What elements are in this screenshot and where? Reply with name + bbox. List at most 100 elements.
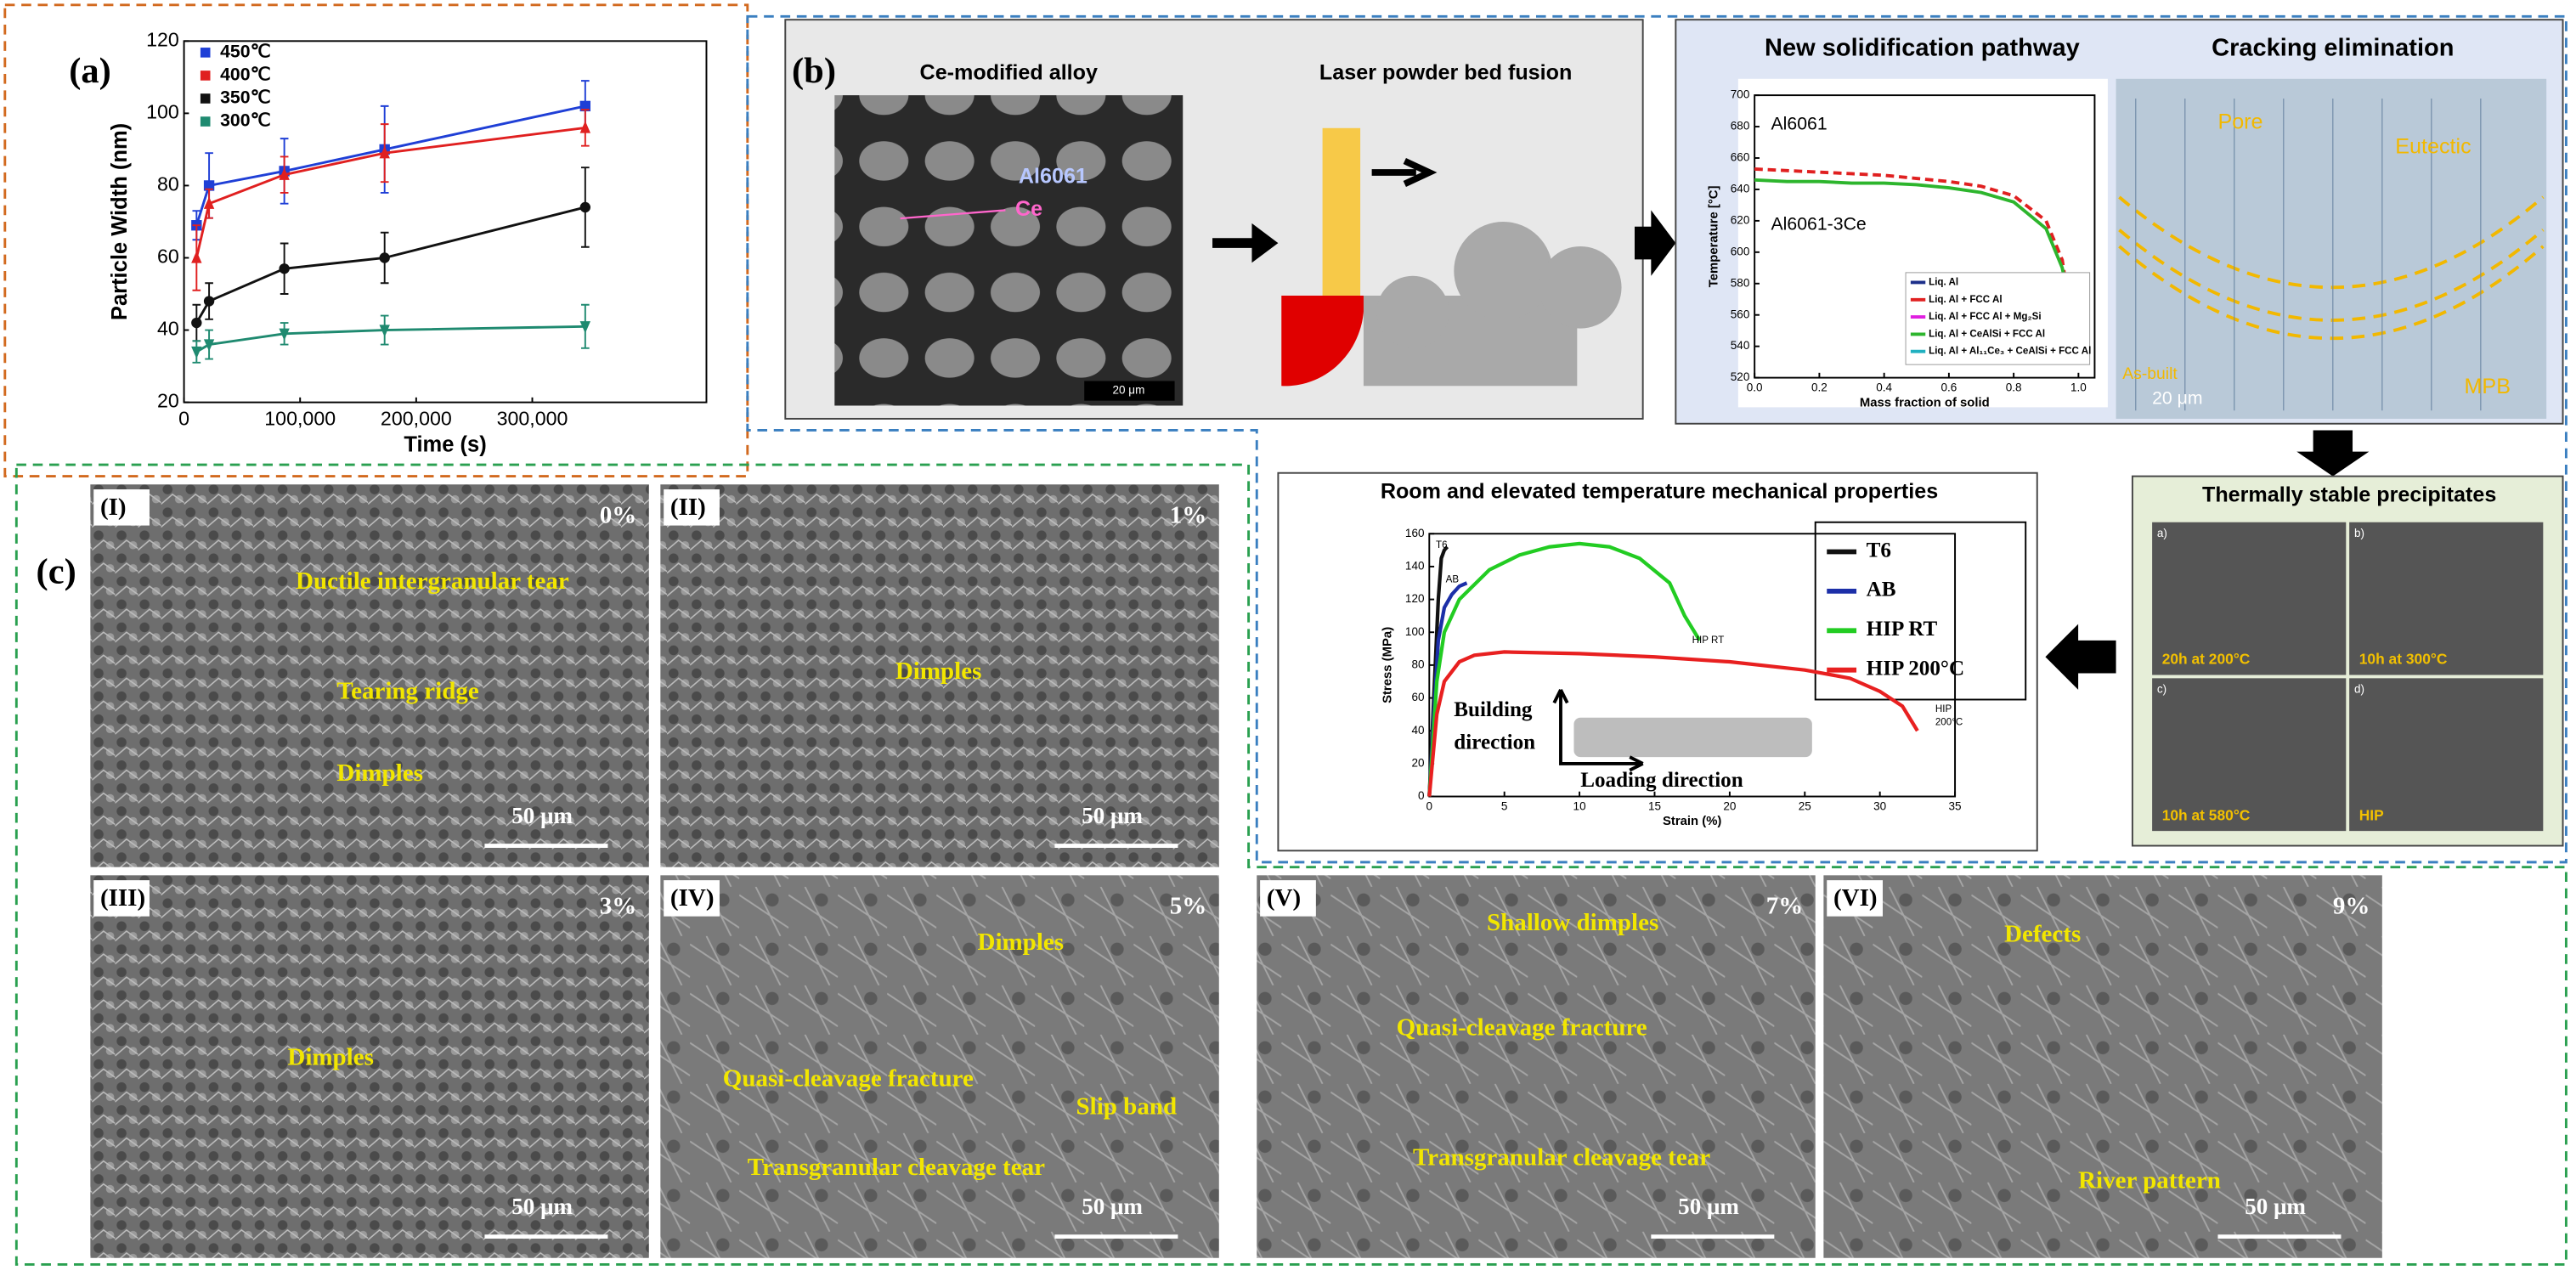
x-tick-label: 15 [1648,799,1661,812]
marker [191,251,202,263]
legend-label: Liq. Al + Al₁₁Ce₃ + CeAlSi + FCC Al [1929,346,2091,357]
legend-label: Liq. Al + FCC Al [1929,294,2002,305]
y-tick-label: 600 [1731,245,1750,257]
scale-bar-label: 50 μm [511,803,573,828]
series-line [1754,167,2074,324]
legend-label: 450℃ [220,41,270,61]
y-tick-label: 60 [157,246,179,268]
image-tag: b) [2354,527,2364,539]
micrograph [834,95,1183,406]
x-tick-label: 5 [1501,799,1508,812]
legend-box [1905,272,2091,365]
image-id: (V) [1267,884,1301,912]
scale-bar: 20 μm [2152,387,2203,408]
label: Pore [2217,110,2262,134]
panel-label: (c) [37,551,76,591]
y-tick-label: 40 [1411,724,1424,737]
scale-bar-label: 50 μm [2245,1194,2306,1219]
annotation: Dimples [287,1043,374,1070]
plot-frame [183,40,708,404]
legend-marker [200,71,211,81]
scale-bar-label: 50 μm [1082,1194,1143,1219]
annotation: Quasi-cleavage fracture [1397,1014,1647,1042]
y-tick-label: 640 [1731,183,1750,195]
x-tick-label: 0.0 [1747,381,1763,393]
series-line [1754,178,2074,316]
micrograph [2349,678,2544,832]
panel-label: (a) [69,51,111,91]
arrow [1635,210,1676,276]
x-tick-label: 0 [1426,799,1433,812]
marker [203,196,215,209]
micrograph [2152,522,2347,675]
x-axis-label: Strain (%) [1663,815,1721,828]
laser [1322,127,1361,296]
strain-label: 9% [2333,893,2370,920]
y-tick-label: 580 [1731,276,1750,289]
label: MPB [2465,375,2511,398]
arrow [1212,223,1279,263]
panel-frame [3,3,749,478]
y-tick-label: 0 [1418,789,1425,802]
marker [203,180,215,191]
x-tick-label: 10 [1573,799,1586,812]
y-tick-label: 100 [1405,625,1425,638]
y-tick-label: 520 [1731,370,1750,383]
annotation: Slip band [1076,1093,1178,1120]
y-tick-label: 120 [1405,592,1425,605]
label: Al6061 [1019,164,1087,188]
legend-marker [200,93,211,104]
legend-marker [200,116,211,127]
strain-label: 3% [600,893,637,920]
x-tick-label: 200,000 [381,408,452,430]
micrograph [1257,875,1816,1258]
image-caption: 10h at 580°C [2162,806,2251,823]
y-tick-label: 40 [157,318,179,340]
image-id: (VI) [1833,884,1878,912]
annotation: Al6061 [1771,114,1827,134]
x-tick-label: 1.0 [2070,381,2087,393]
y-tick-label: 160 [1405,527,1425,539]
label: As-built [2122,365,2178,383]
legend-label: Liq. Al [1929,277,1958,288]
annotation: River pattern [2078,1166,2221,1194]
marker [279,167,290,180]
image-id: (I) [100,494,127,521]
y-tick-label: 140 [1405,559,1425,572]
strain-label: 0% [600,502,637,529]
image-id: (IV) [670,884,715,912]
scale-bar-label: 50 μm [511,1194,573,1219]
x-tick-label: 0.6 [1940,381,1957,393]
y-tick-label: 20 [157,390,179,412]
marker [203,296,215,307]
legend-label: T6 [1867,539,1891,562]
id-bg [93,489,150,526]
curve-label: HIP [1935,703,1952,714]
curve-label: AB [1446,573,1460,584]
x-tick-label: 25 [1799,799,1811,812]
id-bg [1827,880,1883,917]
annotation: Loading direction [1580,769,1743,792]
marker [579,321,591,334]
annotation: direction [1454,731,1535,754]
series-line [1427,650,1919,797]
id-bg [664,880,720,917]
micrograph [1823,875,2382,1258]
image-tag: a) [2157,527,2167,539]
panel-label: (b) [792,51,836,91]
marker [279,263,290,274]
scale-bar: 20 μm [1113,384,1145,397]
scale-bar-label: 50 μm [1678,1194,1739,1219]
annotation: Dimples [978,929,1065,956]
marker [579,100,591,112]
image-caption: 10h at 300°C [2359,651,2448,668]
annotation: Building [1454,698,1533,721]
arrow [2045,624,2116,690]
micrograph [2349,522,2544,675]
strain-label: 5% [1170,893,1207,920]
legend-label: AB [1867,579,1896,601]
image-tag: c) [2157,682,2166,695]
legend-marker [200,48,211,58]
scale-bar-label: 50 μm [1082,803,1143,828]
y-tick-label: 660 [1731,151,1750,164]
